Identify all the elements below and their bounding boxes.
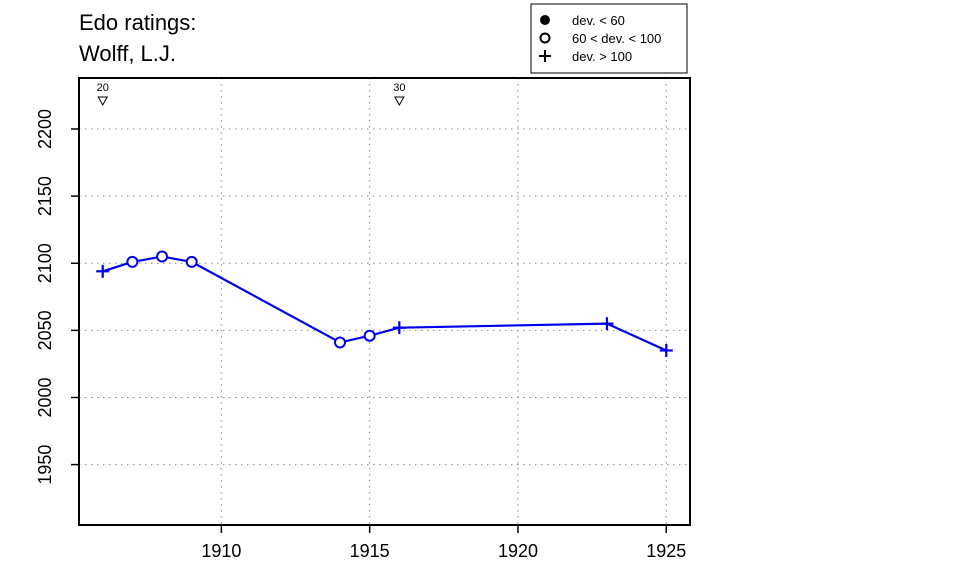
- age-marker-label: 20: [97, 82, 109, 94]
- y-tick-label: 2200: [35, 109, 55, 149]
- data-point-open-circle: [185, 255, 198, 268]
- data-point-plus: [600, 317, 614, 331]
- legend-filled-circle-icon: [540, 15, 550, 25]
- age-marker-label: 30: [393, 82, 405, 94]
- legend-open-circle-icon: [539, 32, 551, 44]
- data-point-open-circle: [126, 255, 139, 268]
- age-marker-triangle-icon: [393, 96, 405, 107]
- legend-label-high-dev: dev. > 100: [572, 49, 632, 64]
- rating-line: [102, 255, 667, 352]
- age-marker-triangle-icon: [97, 96, 109, 107]
- data-point-plus: [659, 343, 673, 357]
- chart-title-line-1: Edo ratings:: [79, 10, 196, 35]
- legend-box: [530, 3, 688, 74]
- x-tick-label: 1915: [350, 541, 390, 561]
- x-tick-label: 1920: [498, 541, 538, 561]
- y-tick-label: 2000: [35, 377, 55, 417]
- legend: dev. < 60 60 < dev. < 100 dev. > 100: [530, 3, 688, 74]
- plot-frame: [78, 77, 691, 526]
- legend-label-mid-dev: 60 < dev. < 100: [572, 31, 661, 46]
- y-tick-label: 2100: [35, 243, 55, 283]
- x-tick-label: 1910: [201, 541, 241, 561]
- legend-plus-icon: [539, 50, 551, 62]
- age-markers: 20 30: [97, 82, 405, 107]
- data-point-plus: [392, 321, 406, 335]
- x-tick-label: 1925: [646, 541, 686, 561]
- y-tick-label: 2050: [35, 310, 55, 350]
- data-point-plus: [96, 264, 110, 278]
- data-point-open-circle: [363, 329, 376, 342]
- grid-lines: [79, 78, 690, 525]
- data-point-open-circle: [334, 336, 347, 349]
- axes: 1910 1915 1920 1925 1950 2000 2050 2100 2150 2200: [35, 109, 686, 561]
- chart-title-line-2: Wolff, L.J.: [79, 41, 176, 66]
- rating-series: [96, 250, 673, 357]
- y-tick-label: 2150: [35, 176, 55, 216]
- legend-label-low-dev: dev. < 60: [572, 13, 625, 28]
- y-tick-label: 1950: [35, 445, 55, 485]
- data-point-open-circle: [156, 250, 169, 263]
